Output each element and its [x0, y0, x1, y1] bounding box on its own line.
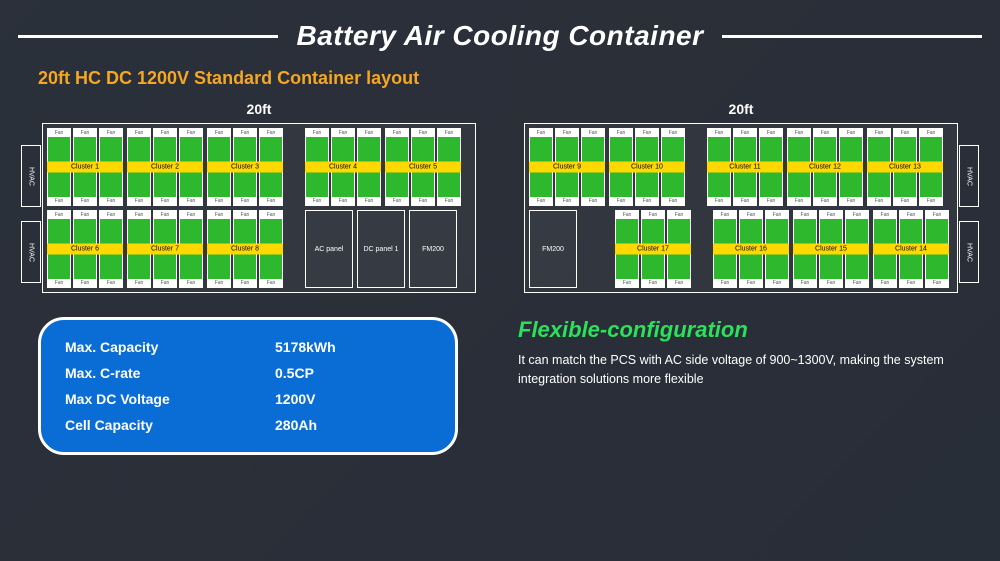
- cluster: Cluster 4: [305, 128, 381, 206]
- cluster-label: Cluster 10: [609, 162, 685, 173]
- hvac-label: HVAC: [21, 221, 41, 283]
- spec-box: Max. Capacity5178kWhMax. C-rate0.5CPMax …: [38, 317, 458, 455]
- title-line-left: [18, 35, 278, 38]
- cluster: Cluster 16: [713, 210, 789, 288]
- panel-box: AC panel: [305, 210, 353, 288]
- cluster-label: Cluster 7: [127, 244, 203, 255]
- cluster-label: Cluster 1: [47, 162, 123, 173]
- spec-value: 0.5CP: [275, 360, 314, 386]
- spec-row: Max DC Voltage1200V: [65, 386, 431, 412]
- cluster-label: Cluster 11: [707, 162, 783, 173]
- cluster-label: Cluster 5: [385, 162, 461, 173]
- spec-row: Cell Capacity280Ah: [65, 412, 431, 438]
- cluster: Cluster 9: [529, 128, 605, 206]
- cluster: Cluster 5: [385, 128, 461, 206]
- flex-config-text: It can match the PCS with AC side voltag…: [518, 351, 948, 389]
- hvac-label: HVAC: [959, 221, 979, 283]
- left-container-box: Cluster 1 Cluster 2 Cluster 3 Cluster 4 Clus…: [42, 123, 476, 293]
- left-top-row: Cluster 1 Cluster 2 Cluster 3 Cluster 4 Clus…: [47, 128, 471, 206]
- bottom-section: Max. Capacity5178kWhMax. C-rate0.5CPMax …: [0, 293, 1000, 455]
- cluster: Cluster 8: [207, 210, 283, 288]
- flex-config-title: Flexible-configuration: [518, 317, 948, 343]
- cluster: Cluster 13: [867, 128, 943, 206]
- right-top-row: Cluster 9 Cluster 10 Cluster 11 Cluster 12 C…: [529, 128, 953, 206]
- spec-label: Cell Capacity: [65, 412, 275, 438]
- flex-config-block: Flexible-configuration It can match the …: [518, 317, 948, 389]
- cluster: Cluster 14: [873, 210, 949, 288]
- cluster: Cluster 15: [793, 210, 869, 288]
- spec-label: Max DC Voltage: [65, 386, 275, 412]
- cluster: Cluster 3: [207, 128, 283, 206]
- spec-row: Max. C-rate0.5CP: [65, 360, 431, 386]
- title-bar: Battery Air Cooling Container: [0, 0, 1000, 60]
- right-container-label: 20ft: [524, 101, 958, 117]
- cluster-label: Cluster 17: [615, 244, 691, 255]
- cluster-label: Cluster 6: [47, 244, 123, 255]
- cluster-label: Cluster 3: [207, 162, 283, 173]
- subtitle: 20ft HC DC 1200V Standard Container layo…: [0, 60, 1000, 101]
- spec-label: Max. C-rate: [65, 360, 275, 386]
- cluster-label: Cluster 2: [127, 162, 203, 173]
- cluster: Cluster 17: [615, 210, 691, 288]
- left-container-label: 20ft: [42, 101, 476, 117]
- right-container-box: Cluster 9 Cluster 10 Cluster 11 Cluster 12 C…: [524, 123, 958, 293]
- cluster: Cluster 2: [127, 128, 203, 206]
- cluster-label: Cluster 15: [793, 244, 869, 255]
- cluster: Cluster 6: [47, 210, 123, 288]
- spec-label: Max. Capacity: [65, 334, 275, 360]
- cluster: Cluster 12: [787, 128, 863, 206]
- panel-box: FM200: [409, 210, 457, 288]
- cluster-label: Cluster 16: [713, 244, 789, 255]
- right-bottom-row: FM200 Cluster 17 Cluster 16 Cluster 15 Clust…: [529, 210, 953, 288]
- cluster: Cluster 11: [707, 128, 783, 206]
- page-title: Battery Air Cooling Container: [296, 20, 703, 52]
- left-bottom-row: Cluster 6 Cluster 7 Cluster 8 AC panelDC pa…: [47, 210, 471, 288]
- spec-value: 1200V: [275, 386, 315, 412]
- spec-row: Max. Capacity5178kWh: [65, 334, 431, 360]
- spec-value: 5178kWh: [275, 334, 336, 360]
- cluster-label: Cluster 14: [873, 244, 949, 255]
- cluster-label: Cluster 8: [207, 244, 283, 255]
- containers-row: 20ft HVAC HVAC Cluster 1Cluster 2Cluster…: [0, 101, 1000, 293]
- cluster: Cluster 1: [47, 128, 123, 206]
- hvac-label: HVAC: [21, 145, 41, 207]
- cluster-label: Cluster 9: [529, 162, 605, 173]
- spec-value: 280Ah: [275, 412, 317, 438]
- cluster-label: Cluster 4: [305, 162, 381, 173]
- hvac-label: HVAC: [959, 145, 979, 207]
- panel-box: DC panel 1: [357, 210, 405, 288]
- panel-box: FM200: [529, 210, 577, 288]
- right-container-wrap: 20ft HVAC HVAC Cluster 9Cluster 10Cluste…: [524, 101, 958, 293]
- cluster-label: Cluster 12: [787, 162, 863, 173]
- left-container-wrap: 20ft HVAC HVAC Cluster 1Cluster 2Cluster…: [42, 101, 476, 293]
- cluster-label: Cluster 13: [867, 162, 943, 173]
- cluster: Cluster 10: [609, 128, 685, 206]
- title-line-right: [722, 35, 982, 38]
- cluster: Cluster 7: [127, 210, 203, 288]
